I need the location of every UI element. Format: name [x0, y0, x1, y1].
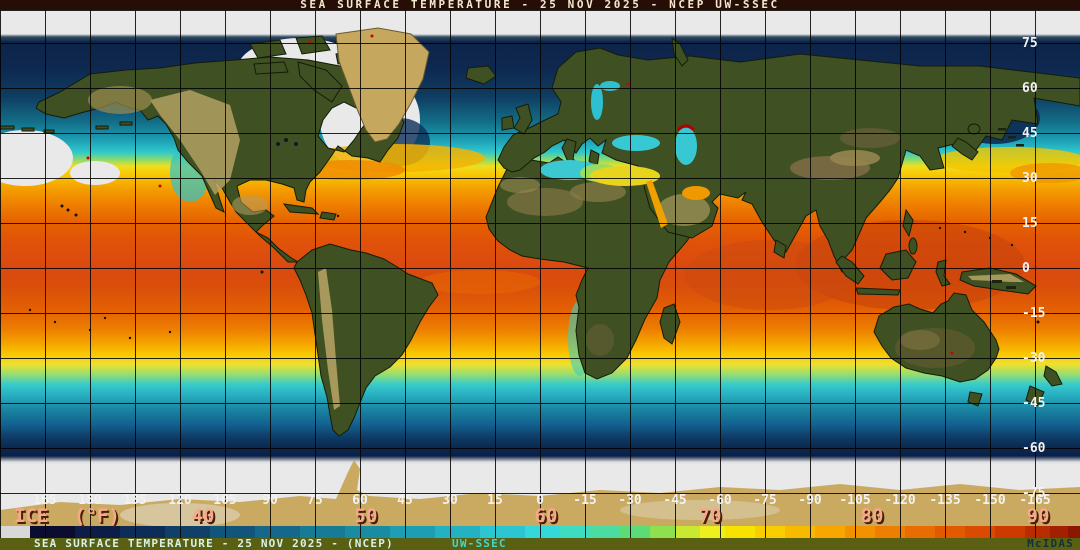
cuba [282, 203, 320, 215]
iceland [465, 65, 497, 85]
longitude-label: 75 [307, 493, 323, 508]
latitude-label: 60 [1022, 81, 1038, 96]
colorbar-segment [210, 526, 255, 538]
world-map-svg [0, 27, 1080, 538]
new-zealand-north [1043, 365, 1063, 387]
scale-tick-label: 90 [1026, 505, 1050, 527]
ice-scale-label: ICE [14, 505, 49, 527]
colorbar-segment [165, 526, 210, 538]
hispaniola [319, 211, 337, 221]
scale-tick-label: 50 [354, 505, 378, 527]
colorbar-segment [935, 526, 965, 538]
scale-tick-label: 80 [860, 505, 884, 527]
hawaii [74, 213, 78, 217]
colorbar-segment [650, 526, 675, 538]
longitude-label: -15 [573, 493, 597, 508]
colorbar-segment [435, 526, 480, 538]
scale-tick-label: 70 [698, 505, 722, 527]
latitude-label: -30 [1022, 351, 1046, 366]
colorbar-segment [815, 526, 845, 538]
longitude-label: -150 [974, 493, 1006, 508]
longitude-label: 45 [397, 493, 413, 508]
aleutian-islands [119, 121, 133, 126]
colorbar-segment [700, 526, 725, 538]
colorbar-segment [845, 526, 875, 538]
ireland [501, 115, 515, 131]
colorbar-segment [390, 526, 435, 538]
caspian-sea [675, 127, 697, 165]
south-america [293, 243, 439, 437]
tasmania [967, 391, 983, 407]
longitude-label: -75 [753, 493, 777, 508]
latitude-label: -45 [1022, 396, 1046, 411]
colorbar-segment [30, 526, 75, 538]
latitude-label: -75 [1022, 486, 1046, 501]
colorbar-segment [255, 526, 300, 538]
latitude-label: 45 [1022, 126, 1038, 141]
colorbar-segment [0, 526, 30, 538]
latitude-label: 30 [1022, 171, 1038, 186]
world-sst-map: 165 150 135 120 105 90 75 60 45 30 15 0 -15 -30 -45 -60… [0, 10, 1080, 538]
bottom-title-text: SEA SURFACE TEMPERATURE - 25 NOV 2025 - … [34, 537, 394, 550]
bottom-bar: SEA SURFACE TEMPERATURE - 25 NOV 2025 - … [0, 538, 1080, 550]
colorbar-segment [995, 526, 1025, 538]
colorbar-segment [1050, 526, 1068, 538]
colorbar-segment [785, 526, 815, 538]
colorbar-segment [300, 526, 345, 538]
longitude-label: -120 [884, 493, 916, 508]
colorbar-segment [965, 526, 995, 538]
colorbar-segment [1068, 526, 1080, 538]
colorbar-segment [590, 526, 620, 538]
longitude-label: 90 [262, 493, 278, 508]
latitude-label: -15 [1022, 306, 1046, 321]
latitude-label: 75 [1022, 36, 1038, 51]
title-text: SEA SURFACE TEMPERATURE - 25 NOV 2025 - … [300, 0, 780, 10]
colorbar-segment [560, 526, 590, 538]
colorbar-segment [345, 526, 390, 538]
longitude-label: -90 [798, 493, 822, 508]
scale-tick-label: 60 [534, 505, 558, 527]
colorbar-segment [75, 526, 120, 538]
colorbar-segment [755, 526, 785, 538]
madagascar [659, 303, 681, 345]
longitude-label: 120 [168, 493, 192, 508]
colorbar-segment [1025, 526, 1050, 538]
mcidas-credit: McIDAS [1027, 537, 1074, 550]
uwssec-label: UW-SSEC [452, 537, 507, 550]
longitude-label: 15 [487, 493, 503, 508]
colorbar-segment [120, 526, 165, 538]
latitude-label: 15 [1022, 216, 1038, 231]
colorbar-segment [675, 526, 700, 538]
longitude-label: -30 [618, 493, 642, 508]
baltic-sea [591, 84, 603, 120]
colorbar-segment [875, 526, 905, 538]
longitude-label: -45 [663, 493, 687, 508]
latitude-label: 0 [1022, 261, 1030, 276]
fahrenheit-unit-label: (°F) [74, 505, 120, 527]
longitude-label: -135 [929, 493, 961, 508]
red-data-speck [950, 351, 954, 355]
colorbar-segment [620, 526, 650, 538]
latitude-label: -60 [1022, 441, 1046, 456]
great-lakes [276, 142, 280, 146]
persian-gulf [682, 186, 710, 200]
temperature-colorbar [0, 526, 1080, 538]
title-bar: SEA SURFACE TEMPERATURE - 25 NOV 2025 - … [0, 0, 1080, 10]
colorbar-segment [525, 526, 560, 538]
longitude-label: 135 [123, 493, 147, 508]
colorbar-segment [725, 526, 755, 538]
scale-tick-label: 40 [191, 505, 215, 527]
black-sea [612, 135, 660, 151]
longitude-label: 105 [213, 493, 237, 508]
longitude-label: 30 [442, 493, 458, 508]
colorbar-segment [905, 526, 935, 538]
colorbar-segment [480, 526, 525, 538]
